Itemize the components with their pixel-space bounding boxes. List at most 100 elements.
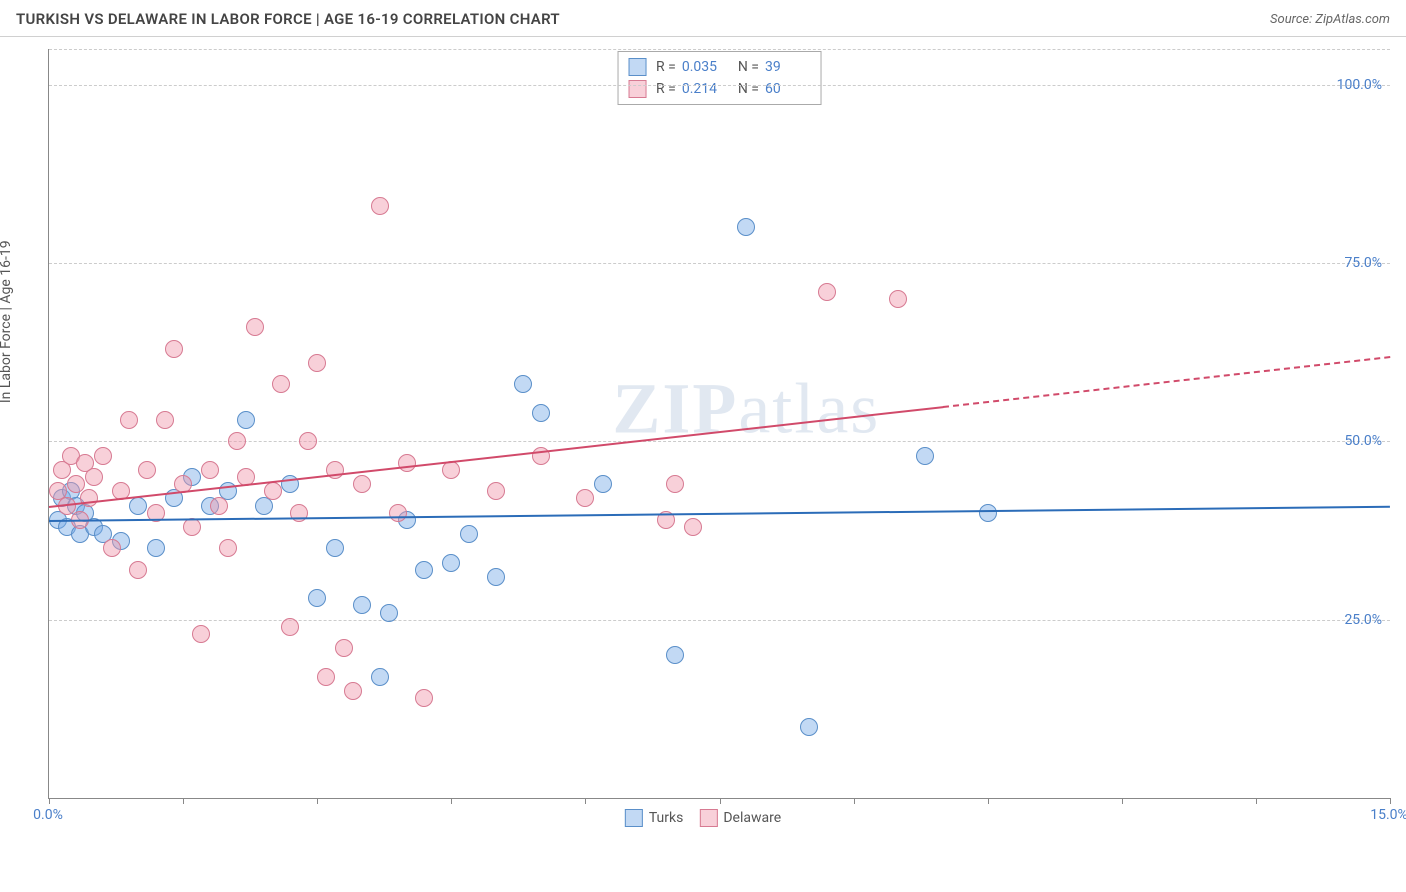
x-tick (49, 798, 50, 804)
data-point (156, 411, 174, 429)
data-point (120, 411, 138, 429)
data-point (335, 639, 353, 657)
chart-header: TURKISH VS DELAWARE IN LABOR FORCE | AGE… (0, 0, 1406, 37)
data-point (308, 354, 326, 372)
x-tick (720, 798, 721, 804)
data-point (308, 589, 326, 607)
data-point (94, 447, 112, 465)
data-point (889, 290, 907, 308)
data-point (532, 404, 550, 422)
data-point (684, 518, 702, 536)
data-point (371, 668, 389, 686)
plot-region: ZIPatlas R =0.035N =39R =0.214N =60 25.0… (48, 49, 1390, 799)
legend-stat-row: R = 0.214 N = 60 (628, 78, 811, 100)
data-point (192, 625, 210, 643)
data-point (219, 539, 237, 557)
legend-swatch (628, 58, 646, 76)
data-point (165, 340, 183, 358)
data-point (237, 411, 255, 429)
data-point (800, 718, 818, 736)
data-point (353, 596, 371, 614)
data-point (67, 475, 85, 493)
data-point (129, 497, 147, 515)
data-point (576, 489, 594, 507)
data-point (737, 218, 755, 236)
legend-swatch (628, 80, 646, 98)
data-point (129, 561, 147, 579)
x-tick (1390, 798, 1391, 804)
gridline (49, 620, 1390, 621)
legend-r-value: 0.035 (682, 59, 728, 75)
legend-item: Delaware (699, 809, 781, 827)
data-point (594, 475, 612, 493)
legend-item: Turks (625, 809, 684, 827)
legend-r-value: 0.214 (682, 81, 728, 97)
data-point (272, 375, 290, 393)
x-tick (854, 798, 855, 804)
gridline (49, 263, 1390, 264)
data-point (201, 461, 219, 479)
x-tick (585, 798, 586, 804)
legend-stat-row: R = 0.035 N = 39 (628, 56, 811, 78)
x-tick-label: 15.0% (1370, 807, 1406, 823)
data-point (979, 504, 997, 522)
data-point (246, 318, 264, 336)
gridline (49, 441, 1390, 442)
data-point (487, 568, 505, 586)
chart-source: Source: ZipAtlas.com (1270, 12, 1390, 27)
y-tick-label: 75.0% (1344, 255, 1382, 271)
data-point (380, 604, 398, 622)
data-point (281, 618, 299, 636)
data-point (183, 518, 201, 536)
legend-r-label: R = (656, 59, 676, 75)
y-tick-label: 25.0% (1344, 612, 1382, 628)
data-point (317, 668, 335, 686)
legend-n-label: N = (738, 59, 759, 75)
y-axis-label: In Labor Force | Age 16-19 (0, 240, 14, 403)
data-point (442, 554, 460, 572)
data-point (371, 197, 389, 215)
data-point (103, 539, 121, 557)
data-point (147, 539, 165, 557)
x-tick (1256, 798, 1257, 804)
x-tick (1122, 798, 1123, 804)
data-point (80, 489, 98, 507)
legend-series: Turks Delaware (625, 809, 781, 827)
legend-swatch (699, 809, 717, 827)
data-point (398, 454, 416, 472)
x-tick (317, 798, 318, 804)
gridline (49, 85, 1390, 86)
legend-r-label: R = (656, 81, 676, 97)
gridline (49, 49, 1390, 50)
data-point (460, 525, 478, 543)
x-tick (988, 798, 989, 804)
data-point (415, 561, 433, 579)
data-point (666, 475, 684, 493)
data-point (818, 283, 836, 301)
x-tick (183, 798, 184, 804)
data-point (514, 375, 532, 393)
y-tick-label: 100.0% (1337, 77, 1382, 93)
legend-label: Delaware (723, 810, 781, 826)
trend-line (943, 356, 1390, 408)
legend-stats: R = 0.035 N = 39 R = 0.214 N = 60 (617, 51, 822, 105)
data-point (916, 447, 934, 465)
data-point (415, 689, 433, 707)
data-point (228, 432, 246, 450)
data-point (344, 682, 362, 700)
trend-line (49, 506, 1390, 522)
data-point (299, 432, 317, 450)
data-point (487, 482, 505, 500)
x-tick (451, 798, 452, 804)
chart-title: TURKISH VS DELAWARE IN LABOR FORCE | AGE… (16, 10, 560, 28)
data-point (85, 468, 103, 486)
legend-n-label: N = (738, 81, 759, 97)
x-tick-label: 0.0% (33, 807, 63, 823)
legend-n-value: 60 (765, 81, 811, 97)
legend-n-value: 39 (765, 59, 811, 75)
data-point (666, 646, 684, 664)
data-point (264, 482, 282, 500)
legend-label: Turks (649, 810, 684, 826)
y-tick-label: 50.0% (1344, 433, 1382, 449)
data-point (353, 475, 371, 493)
